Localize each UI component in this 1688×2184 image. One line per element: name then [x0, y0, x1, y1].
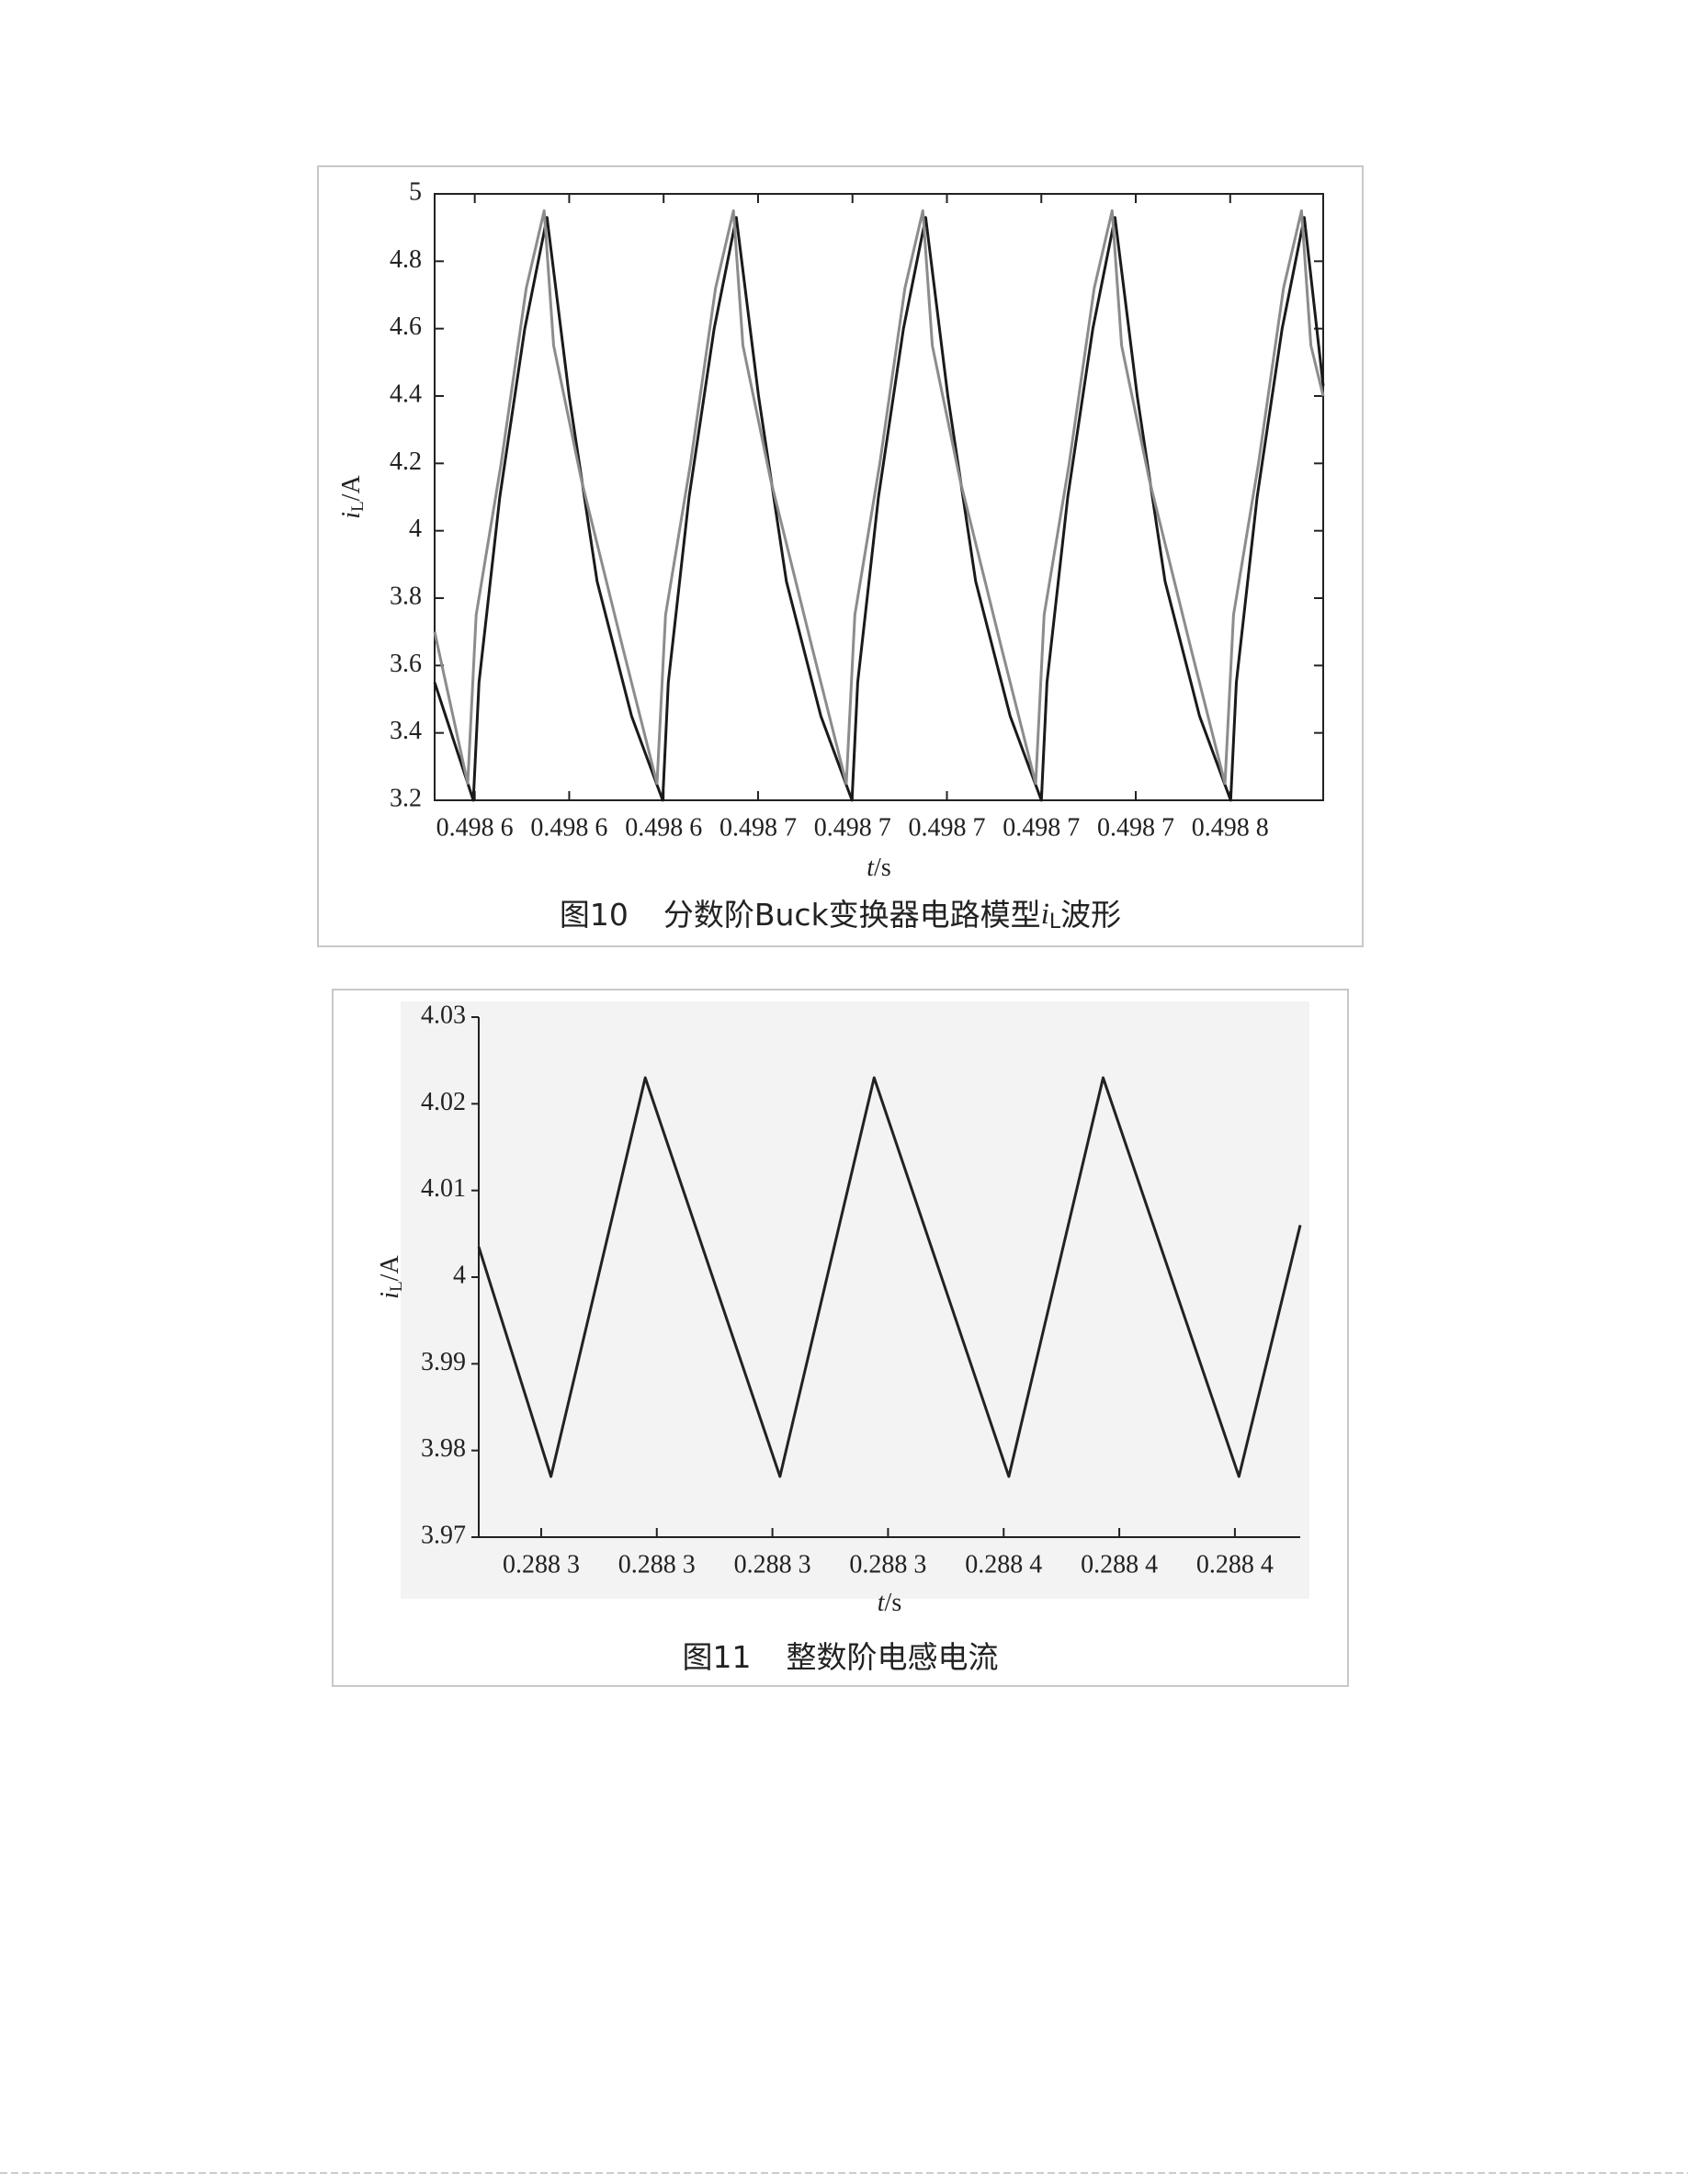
x-axis-unit: /s [885, 1589, 902, 1617]
y-tick-label: 4 [453, 1261, 466, 1289]
y-tick-label: 4 [409, 515, 422, 543]
caption-subscript: L [1049, 911, 1061, 934]
y-tick-label: 4.02 [421, 1088, 466, 1116]
y-axis-subscript: L [387, 1281, 406, 1292]
x-tick-label: 0.288 3 [503, 1550, 580, 1579]
figure-caption: 图11 整数阶电感电流 [683, 1639, 999, 1675]
y-axis-symbol: i [376, 1292, 404, 1299]
y-tick-label: 4.4 [390, 379, 422, 408]
caption-number: 图11 [683, 1639, 752, 1675]
figure-caption: 图10 分数阶Buck变换器电路模型iL波形 [560, 897, 1121, 934]
x-tick-label: 0.288 4 [1196, 1550, 1274, 1579]
plot-background [401, 1001, 1309, 1599]
x-tick-label: 0.498 7 [719, 813, 797, 842]
line-series [433, 216, 1325, 802]
y-tick-label: 5 [409, 177, 422, 206]
y-axis-title: iL/A [337, 475, 368, 519]
x-tick-label: 0.288 3 [734, 1550, 811, 1579]
x-tick-label: 0.288 4 [1081, 1550, 1158, 1579]
x-tick-label: 0.498 7 [814, 813, 891, 842]
x-axis-unit: /s [874, 854, 891, 882]
x-axis-symbol: t [867, 854, 875, 882]
y-axis-unit: /A [376, 1255, 404, 1282]
x-tick-label: 0.288 3 [618, 1550, 696, 1579]
x-axis-title: t/s [878, 1589, 901, 1617]
plot-box [434, 193, 1324, 801]
y-tick-label: 3.99 [421, 1348, 466, 1376]
caption-text: 整数阶电感电流 [787, 1639, 999, 1675]
line-series [477, 1076, 1302, 1478]
caption-symbol: i [1041, 898, 1049, 931]
y-tick-label: 3.4 [390, 717, 422, 745]
x-tick-label: 0.498 7 [1003, 813, 1080, 842]
caption-text-after: 波形 [1060, 897, 1121, 933]
y-tick-label: 4.01 [421, 1174, 466, 1203]
x-tick-label: 0.498 7 [1097, 813, 1174, 842]
x-tick-label: 0.498 7 [908, 813, 985, 842]
y-tick-label: 4.03 [421, 1001, 466, 1029]
y-tick-label: 4.2 [390, 447, 422, 476]
x-tick-label: 0.498 6 [625, 813, 702, 842]
x-axis-symbol: t [878, 1589, 886, 1617]
y-axis-unit: /A [337, 475, 366, 502]
y-axis-title: iL/A [376, 1255, 406, 1299]
y-tick-label: 4.8 [390, 245, 422, 274]
y-tick-label: 3.98 [421, 1434, 466, 1463]
x-axis-title: t/s [867, 854, 890, 882]
x-tick-label: 0.288 3 [849, 1550, 926, 1579]
x-tick-label: 0.498 8 [1192, 813, 1269, 842]
y-tick-label: 3.2 [390, 784, 422, 812]
y-axis-symbol: i [337, 512, 366, 519]
x-tick-label: 0.288 4 [965, 1550, 1042, 1579]
x-tick-label: 0.498 6 [530, 813, 607, 842]
line-series [433, 209, 1325, 786]
caption-number: 图10 [560, 897, 629, 933]
y-tick-label: 3.97 [421, 1521, 466, 1549]
y-tick-label: 4.6 [390, 312, 422, 341]
y-tick-label: 3.6 [390, 650, 422, 678]
x-tick-label: 0.498 6 [436, 813, 514, 842]
caption-text: 分数阶Buck变换器电路模型 [663, 897, 1041, 933]
y-axis-subscript: L [348, 501, 368, 512]
y-tick-label: 3.8 [390, 582, 422, 610]
